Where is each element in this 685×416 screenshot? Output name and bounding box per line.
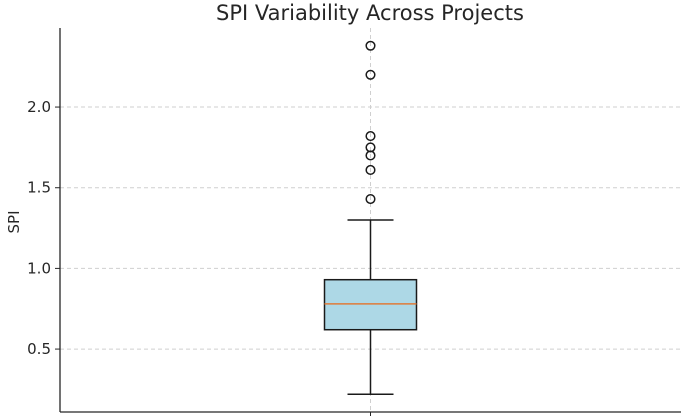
outlier-point	[365, 193, 376, 205]
outlier-point	[365, 40, 376, 51]
outlier-points	[365, 40, 376, 205]
chart-title: SPI Variability Across Projects	[216, 1, 524, 25]
y-axis-ticks: 0.5 1.0 1.5 2.0	[27, 98, 371, 416]
outlier-point	[365, 164, 376, 176]
y-axis-label: SPI	[5, 211, 23, 234]
y-tick-label: 2.0	[27, 98, 51, 116]
y-tick-label: 1.5	[27, 179, 51, 197]
outlier-point	[365, 131, 376, 142]
y-tick-label: 0.5	[27, 340, 51, 358]
box-plot	[323, 219, 418, 396]
y-tick-label: 1.0	[27, 259, 51, 277]
iqr-box	[323, 278, 418, 331]
outlier-point	[365, 142, 376, 153]
outlier-point	[365, 69, 376, 80]
